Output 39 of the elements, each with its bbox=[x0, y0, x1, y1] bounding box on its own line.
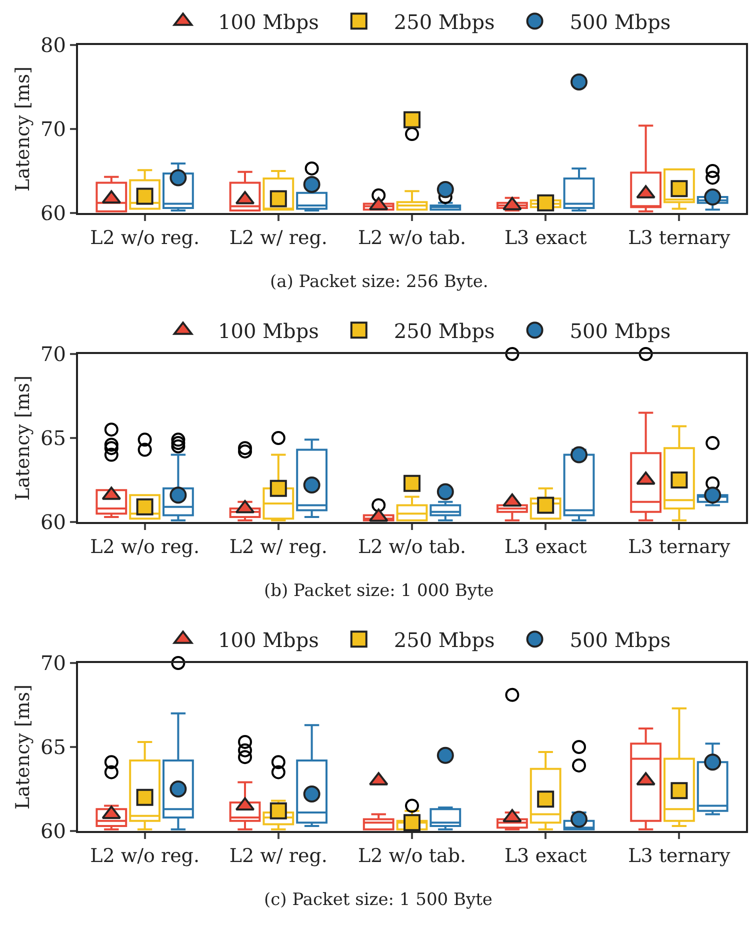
y-axis-title: Latency [ms] bbox=[12, 66, 34, 192]
y-tick-label: 70 bbox=[40, 117, 66, 141]
x-tick-label: L3 ternary bbox=[628, 844, 731, 867]
y-tick-label: 80 bbox=[40, 33, 66, 57]
x-tick-label: L3 exact bbox=[504, 536, 588, 558]
y-tick-label: 70 bbox=[40, 342, 66, 366]
x-tick-label: L2 w/o tab. bbox=[358, 536, 466, 558]
legend-label: 250 Mbps bbox=[394, 628, 495, 652]
text: (c) Packet size: 1 500 Byte bbox=[264, 890, 492, 910]
text: (a) Packet size: 256 Byte. bbox=[270, 272, 488, 292]
legend-label: 500 Mbps bbox=[570, 628, 671, 652]
x-tick-label: L3 ternary bbox=[628, 226, 731, 249]
legend-label: 100 Mbps bbox=[218, 318, 319, 343]
y-tick-label: 65 bbox=[40, 735, 66, 759]
x-tick-label: L3 ternary bbox=[628, 536, 731, 558]
x-tick-label: L2 w/o reg. bbox=[90, 536, 200, 558]
y-axis-title: Latency [ms] bbox=[12, 375, 34, 501]
y-tick-label: 60 bbox=[40, 819, 66, 843]
y-tick-label: 70 bbox=[40, 651, 66, 675]
y-tick-label: 60 bbox=[40, 201, 66, 225]
legend-label: 500 Mbps bbox=[570, 10, 671, 34]
x-tick-label: L2 w/o reg. bbox=[90, 844, 200, 867]
legend-label: 250 Mbps bbox=[394, 10, 495, 34]
x-tick-label: L2 w/ reg. bbox=[229, 226, 328, 249]
y-axis-title: Latency [ms] bbox=[12, 684, 34, 810]
legend-label: 250 Mbps bbox=[394, 318, 495, 343]
x-tick-label: L3 exact bbox=[504, 226, 588, 249]
legend-label: 100 Mbps bbox=[218, 628, 319, 652]
legend-label: 500 Mbps bbox=[570, 318, 671, 343]
text: (b) Packet size: 1 000 Byte bbox=[264, 581, 494, 601]
x-tick-label: L2 w/o reg. bbox=[90, 226, 200, 249]
y-tick-label: 65 bbox=[40, 426, 66, 450]
x-tick-label: L2 w/ reg. bbox=[229, 536, 328, 558]
x-tick-label: L3 exact bbox=[504, 844, 588, 867]
x-tick-label: L2 w/o tab. bbox=[358, 844, 466, 867]
y-tick-label: 60 bbox=[40, 510, 66, 534]
legend-label: 100 Mbps bbox=[218, 10, 319, 34]
x-tick-label: L2 w/o tab. bbox=[358, 226, 466, 249]
x-tick-label: L2 w/ reg. bbox=[229, 844, 328, 867]
